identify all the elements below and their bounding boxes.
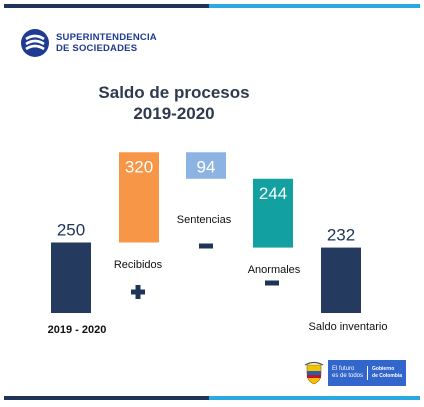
category-label-2: Sentencias xyxy=(177,214,232,226)
gov-line-2: de Colombia xyxy=(372,373,403,379)
plus-operator-v-1 xyxy=(135,285,141,299)
brand-line-1: SUPERINTENDENCIA xyxy=(56,32,157,43)
category-label-1: Recibidos xyxy=(114,259,163,271)
colombia-coat-of-arms-icon xyxy=(304,361,324,385)
category-label-0: 2019 - 2020 xyxy=(48,324,107,336)
chart-title: Saldo de procesos xyxy=(98,83,250,102)
bottom-accent-bar xyxy=(4,396,420,400)
motto-line-1: El futuro xyxy=(332,366,355,372)
brand-logo: SUPERINTENDENCIA DE SOCIEDADES xyxy=(20,28,157,58)
minus-operator-2 xyxy=(199,243,213,249)
category-label-4: Saldo inventario xyxy=(309,321,388,333)
motto-line-2: es de todos xyxy=(332,373,364,379)
supersociedades-logo-icon xyxy=(21,29,49,57)
top-accent-bar-dark xyxy=(4,4,209,8)
category-label-3: Anormales xyxy=(248,264,301,276)
value-label-0: 250 xyxy=(57,221,85,240)
top-accent-bar xyxy=(4,4,420,8)
value-label-4: 232 xyxy=(327,226,355,245)
value-label-1: 320 xyxy=(125,157,153,176)
top-accent-bar-light xyxy=(209,4,420,8)
bar-1 xyxy=(119,152,159,243)
brand-name: SUPERINTENDENCIA DE SOCIEDADES xyxy=(56,32,157,54)
bar-4 xyxy=(321,247,361,313)
value-label-3: 244 xyxy=(259,184,287,203)
gov-line-1: Gobierno xyxy=(372,366,395,372)
value-label-2: 94 xyxy=(197,157,216,176)
bottom-accent-bar-light xyxy=(209,396,420,400)
brand-line-2: DE SOCIEDADES xyxy=(56,43,138,54)
chart-title-block: Saldo de procesos 2019-2020 xyxy=(0,82,348,124)
gov-banner: El futuro es de todos Gobierno de Colomb… xyxy=(328,360,407,386)
bar-0 xyxy=(51,242,91,313)
government-badge: El futuro es de todos Gobierno de Colomb… xyxy=(303,358,415,388)
minus-operator-3 xyxy=(265,280,279,286)
bar-3 xyxy=(253,178,293,248)
bar-2 xyxy=(186,152,226,179)
chart-subtitle: 2019-2020 xyxy=(133,104,215,123)
bottom-accent-bar-dark xyxy=(4,396,209,400)
